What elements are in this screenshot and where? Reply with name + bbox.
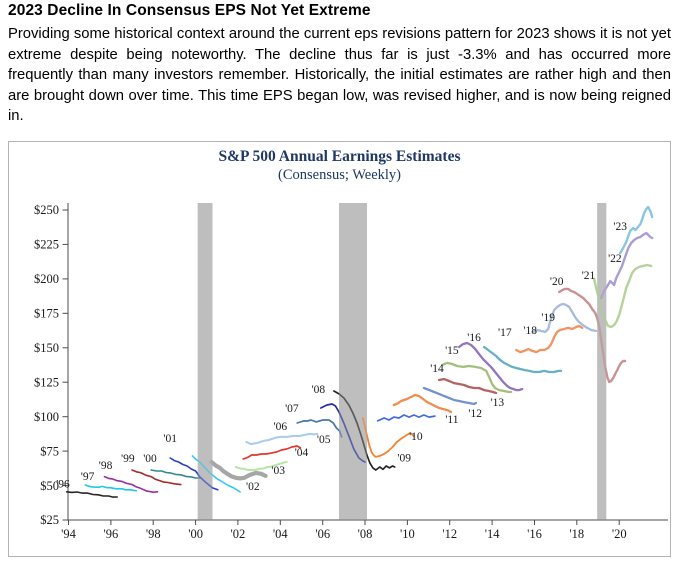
- series-line-18: [515, 324, 584, 354]
- series-line-14: [437, 377, 498, 395]
- series-label-02: '02: [246, 481, 260, 493]
- series-label-11: '11: [445, 414, 458, 426]
- series-label-08: '08: [312, 384, 326, 396]
- series-line-11: [376, 414, 436, 422]
- y-tick-label: $200: [34, 272, 59, 286]
- series-label-18: '18: [523, 325, 537, 337]
- series-line-20: [558, 287, 627, 384]
- chart-subtitle: (Consensus; Weekly): [277, 167, 401, 183]
- series-label-23: '23: [613, 221, 627, 233]
- x-tick-label: '06: [315, 527, 330, 541]
- page-title: 2023 Decline In Consensus EPS Not Yet Ex…: [8, 2, 371, 19]
- series-label-07: '07: [285, 403, 299, 415]
- recession-band: [597, 203, 607, 520]
- series-label-05: '05: [317, 434, 331, 446]
- y-tick-label: $225: [34, 238, 59, 252]
- series-line-03: [209, 459, 268, 481]
- series-label-14: '14: [430, 363, 444, 375]
- series-label-17: '17: [498, 327, 512, 339]
- series-label-03: '03: [271, 465, 285, 477]
- series-label-98: '98: [99, 460, 113, 472]
- series-label-22: '22: [608, 253, 622, 265]
- series-line-15: [440, 361, 513, 394]
- x-tick-label: '14: [485, 527, 501, 541]
- recession-band: [339, 203, 367, 520]
- series-line-98: [103, 475, 159, 494]
- y-tick-label: $250: [34, 203, 59, 217]
- x-tick-label: '04: [273, 527, 289, 541]
- series-line-02: [191, 455, 241, 493]
- series-line-09: [333, 390, 396, 471]
- x-tick-label: '20: [612, 527, 627, 541]
- x-tick-label: '94: [61, 527, 77, 541]
- y-tick-label: $100: [34, 410, 59, 424]
- series-label-12: '12: [468, 408, 482, 420]
- series-line-07: [296, 419, 343, 438]
- series-label-15: '15: [445, 345, 459, 357]
- x-tick-label: '08: [358, 527, 373, 541]
- series-label-10: '10: [409, 431, 423, 443]
- y-tick-label: $75: [40, 444, 59, 458]
- series-label-13: '13: [491, 397, 505, 409]
- y-tick-label: $150: [34, 341, 59, 355]
- series-label-04: '04: [295, 447, 309, 459]
- recession-band-overlay: [339, 203, 367, 520]
- x-tick-label: '98: [146, 527, 161, 541]
- x-tick-label: '02: [231, 527, 246, 541]
- x-tick-label: '00: [188, 527, 203, 541]
- y-tick-label: $50: [40, 479, 59, 493]
- series-label-01: '01: [163, 433, 177, 445]
- chart-container: S&P 500 Annual Earnings Estimates (Conse…: [8, 141, 671, 557]
- series-label-19: '19: [541, 312, 555, 324]
- series-line-13: [422, 386, 478, 406]
- series-label-97: '97: [81, 471, 95, 483]
- series-label-99: '99: [121, 453, 135, 465]
- series-line-10: [361, 417, 415, 458]
- x-tick-label: '12: [442, 527, 457, 541]
- chart-title: S&P 500 Annual Earnings Estimates: [218, 148, 461, 165]
- eps-estimates-chart: $25 $50 $75 $100 $125 $150 $175 $200 $225 $250 '94…: [34, 203, 668, 541]
- series-line-97: [84, 484, 138, 492]
- series-line-23: [619, 205, 654, 255]
- x-tick-label: '10: [400, 527, 415, 541]
- series-line-17: [482, 345, 563, 374]
- series-line-22: [600, 231, 654, 300]
- series-line-99: [131, 469, 182, 486]
- y-tick-label: $175: [34, 307, 59, 321]
- series-line-16: [457, 341, 524, 392]
- x-tick-label: '96: [104, 527, 119, 541]
- series-label-96: '96: [56, 479, 70, 491]
- recession-band: [197, 203, 213, 520]
- recession-band-overlay: [197, 203, 213, 520]
- x-tick-label: '16: [527, 527, 542, 541]
- series-line-00: [150, 469, 201, 479]
- series-line-01: [169, 457, 219, 491]
- series-line-08: [319, 403, 366, 463]
- series-line-96: [65, 490, 118, 498]
- series-label-21: '21: [582, 270, 596, 282]
- series-line-12: [392, 393, 453, 414]
- series-line-04: [234, 460, 288, 471]
- series-label-06: '06: [274, 421, 288, 433]
- series-line-06: [245, 432, 319, 445]
- x-tick-label: '18: [569, 527, 584, 541]
- series-label-09: '09: [397, 453, 411, 465]
- series-label-00: '00: [143, 453, 157, 465]
- series-label-20: '20: [550, 276, 564, 288]
- y-tick-label: $125: [34, 375, 59, 389]
- series-label-16: '16: [467, 332, 481, 344]
- series-line-21: [593, 263, 653, 329]
- recession-band-overlay: [597, 203, 607, 520]
- y-tick-label: $25: [40, 513, 59, 527]
- intro-paragraph: Providing some historical context around…: [8, 26, 671, 125]
- series-line-05: [242, 445, 302, 460]
- series-line-19: [532, 302, 598, 334]
